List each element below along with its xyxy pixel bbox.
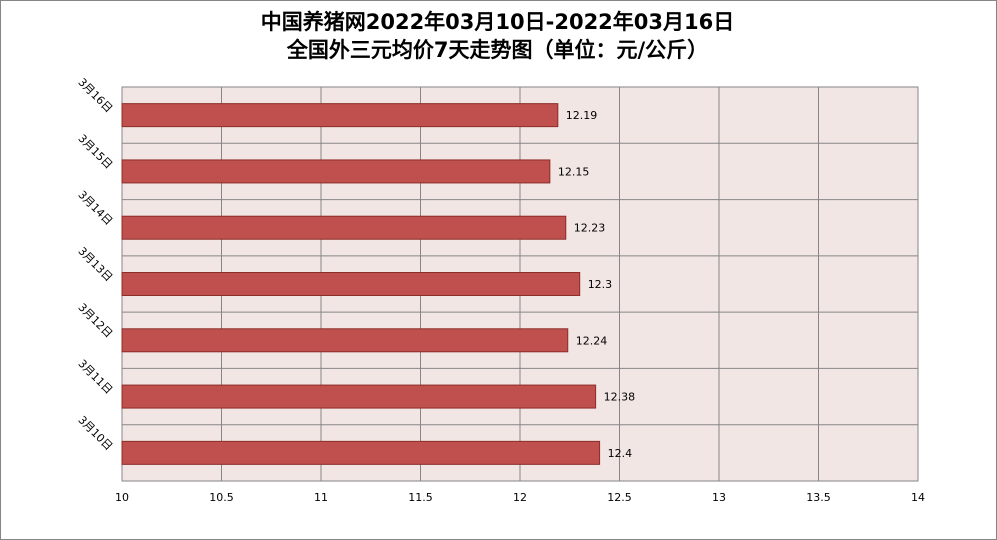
- bar: [121, 159, 551, 184]
- bar: [121, 215, 567, 240]
- x-tick-label: 10.5: [209, 491, 234, 504]
- chart-title-line-2: 全国外三元均价7天走势图（单位：元/公斤）: [286, 38, 709, 62]
- bar-value-label: 12.19: [566, 109, 598, 122]
- x-tick-label: 11.5: [408, 491, 433, 504]
- y-category-label: 3月13日: [75, 245, 115, 285]
- x-tick-label: 10: [115, 491, 129, 504]
- bar: [121, 328, 569, 353]
- x-tick-label: 13: [712, 491, 726, 504]
- y-category-label: 3月12日: [75, 301, 115, 341]
- y-category-label: 3月15日: [75, 132, 115, 172]
- bar: [121, 272, 581, 296]
- bar: [121, 103, 559, 128]
- x-tick-label: 12: [513, 491, 527, 504]
- bar-value-label: 12.23: [574, 222, 606, 235]
- bar-value-label: 12.38: [604, 391, 636, 404]
- bar-value-label: 12.24: [576, 334, 608, 347]
- x-tick-label: 13.5: [806, 491, 831, 504]
- x-tick-label: 12.5: [607, 491, 632, 504]
- y-category-label: 3月16日: [75, 76, 115, 116]
- y-category-label: 3月11日: [75, 357, 115, 397]
- bar: [121, 440, 601, 465]
- chart-title: 中国养猪网2022年03月10日-2022年03月16日 全国外三元均价7天走势…: [0, 8, 995, 64]
- x-tick-label: 11: [314, 491, 328, 504]
- y-category-label: 3月10日: [75, 413, 115, 453]
- bar-value-label: 12.4: [608, 447, 633, 460]
- x-tick-label: 14: [911, 491, 925, 504]
- chart-title-line-1: 中国养猪网2022年03月10日-2022年03月16日: [260, 10, 735, 34]
- bar: [121, 384, 597, 409]
- y-category-label: 3月14日: [75, 188, 115, 228]
- bar-value-label: 12.3: [588, 278, 613, 291]
- bar-value-label: 12.15: [558, 165, 590, 178]
